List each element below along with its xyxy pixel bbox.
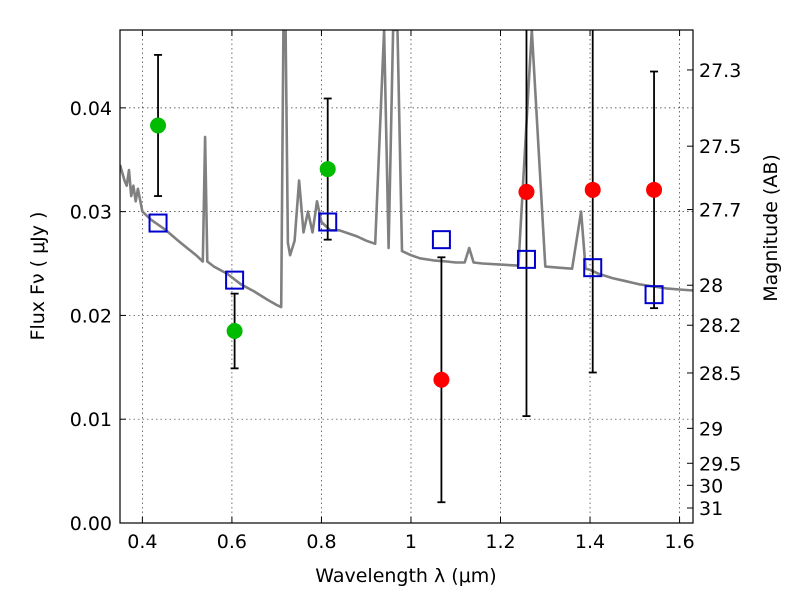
y2-tick-label: 28 [699,275,723,297]
y-tick-label: 0.04 [70,98,112,120]
y-tick-label: 0.01 [70,409,112,431]
y-tick-label: 0.03 [70,202,112,224]
y2-axis-label: Magnitude (AB) [760,154,782,302]
model-square-marker [431,230,451,250]
y-tick-label: 0.00 [70,513,112,535]
data-point [518,183,535,200]
data-point [584,181,601,198]
x-tick-label: 1.4 [575,531,605,553]
model-square-marker [516,249,536,269]
model-square-marker [583,258,603,278]
data-point [646,181,663,198]
plot-frame [119,29,694,524]
x-tick-label: 1.6 [664,531,694,553]
y2-tick-label: 27.3 [699,60,741,82]
y2-tick-label: 29.5 [699,453,741,475]
x-tick-label: 0.8 [306,531,336,553]
y-axis: 0.00 0.01 0.02 0.03 0.04 [70,98,126,535]
data-point [150,117,167,134]
series-layer [120,30,693,504]
y2-tick-label: 27.5 [699,136,741,158]
data-point [433,371,450,388]
model-square-marker [225,270,245,290]
y2-tick-label: 31 [699,498,723,520]
y2-tick-label: 29 [699,418,723,440]
model-square-marker [644,285,664,305]
x-tick-label: 1 [405,531,417,553]
x-tick-label: 0.4 [127,531,157,553]
y2-tick-label: 30 [699,475,723,497]
y2-tick-label: 28.2 [699,315,741,337]
y2-tick-label: 27.7 [699,200,741,222]
spectrum-line [120,30,693,309]
model-square-marker [148,213,168,233]
plot-area [120,30,693,504]
x-axis-label: Wavelength λ (μm) [315,565,496,587]
y2-tick-label: 28.5 [699,363,741,385]
x-tick-label: 1.2 [485,531,515,553]
x-axis: 0.4 0.6 0.8 1 1.2 1.4 1.6 [127,30,695,553]
y-tick-label: 0.02 [70,305,112,327]
data-point [319,161,336,178]
model-square-marker [318,212,338,232]
x-tick-label: 0.6 [217,531,247,553]
y-axis-label: Flux Fν ( μJy ) [27,212,49,341]
data-point [226,322,243,339]
